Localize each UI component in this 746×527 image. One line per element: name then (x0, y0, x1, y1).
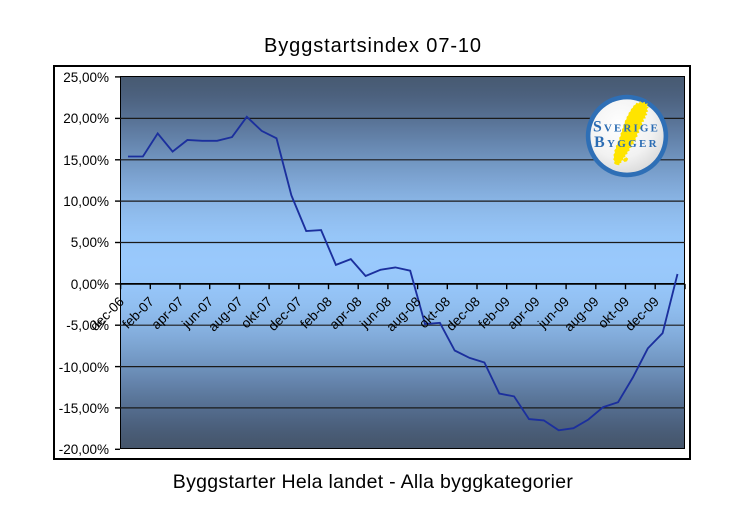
svg-text:Bygger: Bygger (594, 134, 659, 151)
svg-text:Sverige: Sverige (593, 118, 660, 135)
